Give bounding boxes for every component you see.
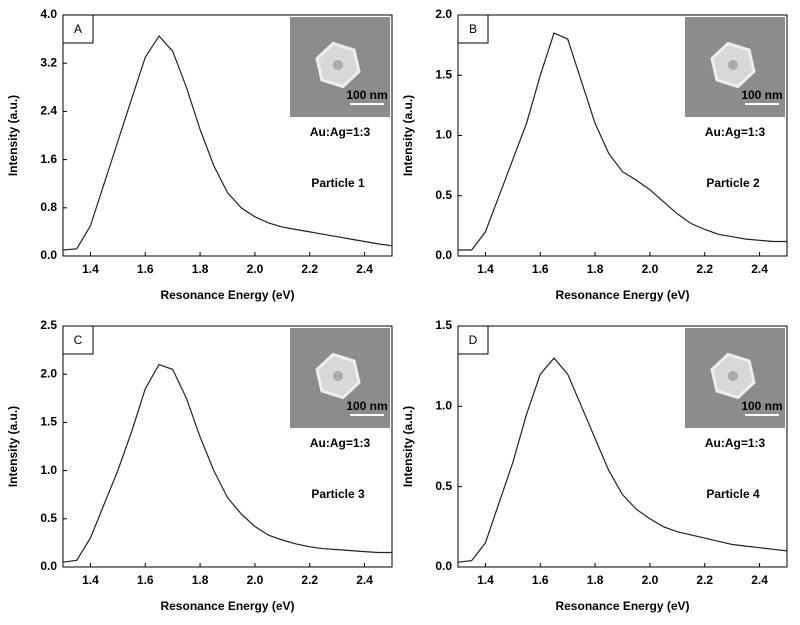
particle-label: Particle 1 <box>311 176 365 190</box>
plot-frame <box>62 14 393 257</box>
panel-letter-box <box>457 14 489 44</box>
x-tick-label: 1.8 <box>192 262 209 276</box>
panel: 0.0 0.8 1.6 2.4 3.2 4.0 1.4 1.6 1.8 2.0 2.2 2.4 Reso… <box>6 7 393 302</box>
y-axis-label: Intensity (a.u.) <box>6 95 20 176</box>
x-tick-label: 1.6 <box>532 573 549 587</box>
particle-hole <box>333 371 343 381</box>
x-tick-label: 1.4 <box>82 573 99 587</box>
scale-label: 100 nm <box>346 88 387 102</box>
spectrum-line <box>457 357 788 563</box>
y-tick-label: 0.0 <box>435 559 452 573</box>
y-axis-label: Intensity (a.u.) <box>6 406 20 487</box>
spectrum-line <box>458 32 787 251</box>
panel-letter: D <box>469 333 478 347</box>
y-tick-label: 0.5 <box>435 188 452 202</box>
x-tick-label: 1.4 <box>477 262 494 276</box>
y-tick-label: 1.5 <box>435 318 452 332</box>
y-tick-label: 2.4 <box>40 104 57 118</box>
y-tick-label: 1.0 <box>435 399 452 413</box>
panel-letter: B <box>469 22 477 36</box>
particle-hole <box>728 60 738 70</box>
x-tick-label: 2.4 <box>356 573 373 587</box>
x-tick-label: 2.0 <box>247 573 264 587</box>
x-tick-label: 2.2 <box>696 262 713 276</box>
x-tick-label: 2.2 <box>696 573 713 587</box>
panel-letter-box <box>62 325 94 355</box>
y-tick-label: 2.0 <box>40 366 57 380</box>
panel-letter: A <box>74 22 82 36</box>
y-tick-label: 4.0 <box>40 7 57 21</box>
particle-hole <box>728 371 738 381</box>
x-tick-label: 2.0 <box>247 262 264 276</box>
particle-hole <box>333 60 343 70</box>
particle-label: Particle 2 <box>706 176 760 190</box>
composition-label: Au:Ag=1:3 <box>310 125 371 139</box>
y-tick-label: 0.5 <box>40 511 57 525</box>
x-tick-label: 2.0 <box>642 573 659 587</box>
panel: 0.0 0.5 1.0 1.5 2.0 2.5 1.4 1.6 1.8 2.0 2.2 2.4 Reso… <box>6 318 393 613</box>
y-tick-label: 1.0 <box>435 128 452 142</box>
y-tick-label: 1.5 <box>435 67 452 81</box>
plot-frame <box>62 325 393 568</box>
particle-label: Particle 4 <box>706 487 760 501</box>
composition-label: Au:Ag=1:3 <box>705 436 766 450</box>
y-axis-label: Intensity (a.u.) <box>401 406 415 487</box>
x-tick-label: 1.6 <box>532 262 549 276</box>
panel-letter: C <box>74 333 83 347</box>
x-tick-label: 2.2 <box>301 262 318 276</box>
y-tick-label: 0.8 <box>40 200 57 214</box>
panel: 0.0 0.5 1.0 1.5 2.0 1.4 1.6 1.8 2.0 2.2 2.4 Resonan… <box>401 7 788 302</box>
x-tick-label: 2.2 <box>301 573 318 587</box>
scale-label: 100 nm <box>346 399 387 413</box>
x-tick-label: 2.4 <box>356 262 373 276</box>
y-axis-label: Intensity (a.u.) <box>401 95 415 176</box>
scale-label: 100 nm <box>741 399 782 413</box>
y-tick-label: 0.0 <box>40 559 57 573</box>
x-tick-label: 1.8 <box>192 573 209 587</box>
x-tick-label: 2.0 <box>642 262 659 276</box>
panel-letter-box <box>457 325 489 355</box>
x-tick-label: 2.4 <box>751 573 768 587</box>
x-tick-label: 1.4 <box>82 262 99 276</box>
y-tick-label: 3.2 <box>40 55 57 69</box>
x-axis-label: Resonance Energy (eV) <box>555 599 689 613</box>
y-tick-label: 0.0 <box>435 248 452 262</box>
particle-label: Particle 3 <box>311 487 365 501</box>
x-tick-label: 1.8 <box>587 573 604 587</box>
panel-letter-box <box>62 14 94 44</box>
x-axis-label: Resonance Energy (eV) <box>160 288 294 302</box>
x-tick-label: 1.6 <box>137 573 154 587</box>
y-tick-label: 1.5 <box>40 415 57 429</box>
x-axis-label: Resonance Energy (eV) <box>160 599 294 613</box>
y-tick-label: 0.5 <box>435 479 452 493</box>
y-tick-label: 2.0 <box>435 7 452 21</box>
x-axis-label: Resonance Energy (eV) <box>555 288 689 302</box>
spectrum-line <box>62 363 392 563</box>
y-tick-label: 2.5 <box>40 318 57 332</box>
scale-label: 100 nm <box>741 88 782 102</box>
x-tick-label: 1.4 <box>477 573 494 587</box>
plot-frame <box>457 325 788 568</box>
x-tick-label: 1.6 <box>137 262 154 276</box>
composition-label: Au:Ag=1:3 <box>310 436 371 450</box>
y-tick-label: 1.6 <box>40 152 57 166</box>
spectrum-line <box>62 35 393 251</box>
x-tick-label: 2.4 <box>751 262 768 276</box>
x-tick-label: 1.8 <box>587 262 604 276</box>
y-tick-label: 1.0 <box>40 463 57 477</box>
panel: 0.0 0.5 1.0 1.5 1.4 1.6 1.8 2.0 2.2 2.4 Resonance … <box>401 318 788 613</box>
composition-label: Au:Ag=1:3 <box>705 125 766 139</box>
y-tick-label: 0.0 <box>40 248 57 262</box>
